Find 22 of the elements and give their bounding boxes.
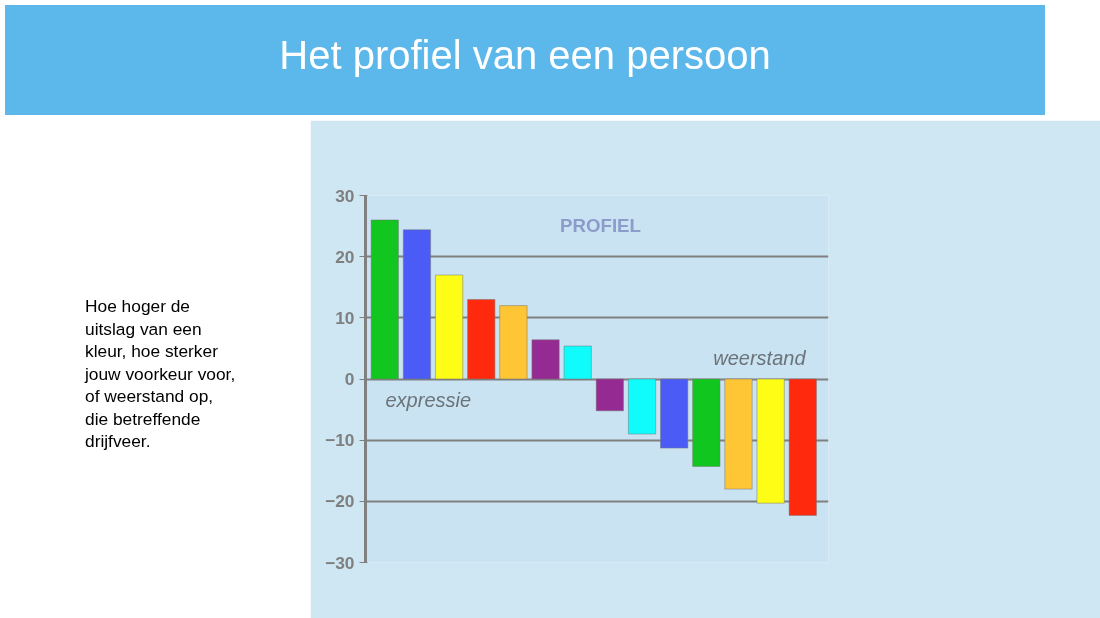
bar xyxy=(499,305,528,380)
bar xyxy=(724,378,753,490)
y-tick-label: −20 xyxy=(325,491,355,512)
bar xyxy=(531,339,560,380)
y-tick-label: −10 xyxy=(325,430,355,451)
annotation: PROFIEL xyxy=(560,214,641,236)
annotation: weerstand xyxy=(713,346,807,369)
y-tick-label: 20 xyxy=(335,246,355,267)
bar xyxy=(595,378,624,412)
y-tick-label: 10 xyxy=(335,307,355,328)
text: Hoe hoger de uitslag van een kleur, hoe sterker jouw voorkeur voor, of weerstand op, die betreffende drijfveer. xyxy=(85,295,236,453)
bar xyxy=(435,274,464,380)
chart-title: Het profiel van een persoon xyxy=(279,32,771,79)
y-tick-label: 30 xyxy=(335,185,355,206)
y-tick-label: −30 xyxy=(325,552,355,573)
annotation: expressie xyxy=(385,388,472,411)
bar xyxy=(692,378,721,467)
y-tick-label: 0 xyxy=(344,369,355,389)
bar xyxy=(660,378,689,449)
bar xyxy=(628,378,656,435)
bar xyxy=(563,345,592,380)
bar xyxy=(467,299,496,380)
